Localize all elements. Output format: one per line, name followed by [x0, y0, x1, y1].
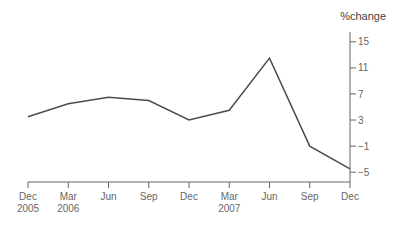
svg-text:Sep: Sep: [140, 191, 158, 202]
svg-text:15: 15: [358, 36, 370, 47]
svg-text:Jun: Jun: [100, 191, 116, 202]
svg-text:Dec: Dec: [180, 191, 198, 202]
svg-text:3: 3: [358, 115, 364, 126]
svg-text:Mar2006: Mar2006: [57, 191, 80, 214]
svg-text:Mar2007: Mar2007: [218, 191, 241, 214]
svg-text:7: 7: [358, 89, 364, 100]
html-text:%change: %change: [340, 10, 386, 22]
svg-text:Dec: Dec: [341, 191, 359, 202]
svg-text:Jun: Jun: [261, 191, 277, 202]
svg-text:11: 11: [358, 62, 369, 73]
svg-text:Sep: Sep: [301, 191, 319, 202]
svg-text:−5: −5: [358, 167, 370, 178]
svg-text:Dec2005: Dec2005: [17, 191, 40, 214]
svg-text:−1: −1: [358, 141, 370, 152]
